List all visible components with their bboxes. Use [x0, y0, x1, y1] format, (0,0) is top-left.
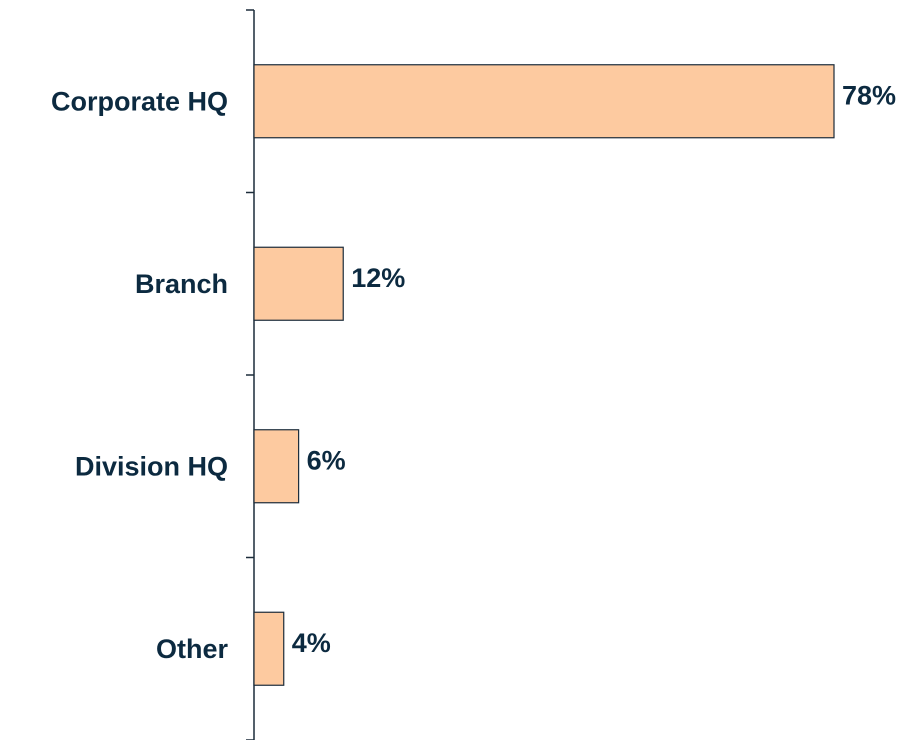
value-label: 12% — [351, 263, 405, 293]
y-tick-label: Branch — [135, 269, 228, 299]
bar — [253, 611, 285, 686]
bar — [253, 429, 300, 504]
bar — [253, 246, 344, 321]
value-label: 78% — [842, 80, 896, 110]
value-label: 4% — [292, 628, 331, 658]
bar — [253, 64, 835, 139]
y-tick-label: Division HQ — [75, 451, 228, 481]
value-label: 6% — [307, 445, 346, 475]
y-tick-label: Other — [156, 634, 229, 664]
y-tick-label: Corporate HQ — [51, 86, 228, 116]
